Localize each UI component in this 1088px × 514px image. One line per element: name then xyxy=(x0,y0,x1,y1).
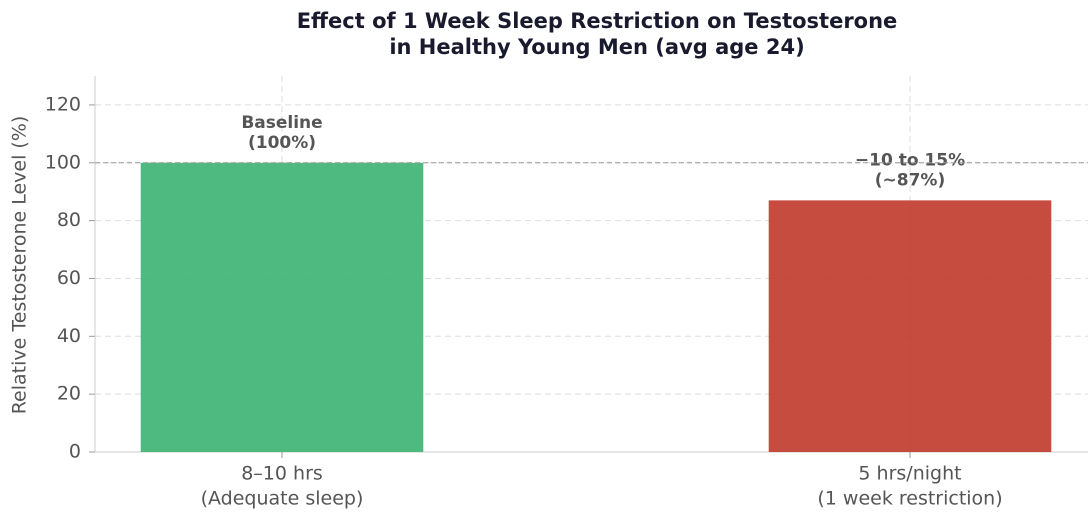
y-tick-label: 80 xyxy=(57,209,81,231)
x-tick-label: 5 hrs/night xyxy=(858,463,961,485)
y-tick-label: 0 xyxy=(69,441,81,463)
value-label: (~87%) xyxy=(875,170,945,190)
chart-title: Effect of 1 Week Sleep Restriction on Te… xyxy=(297,9,898,33)
x-tick-label: (1 week restriction) xyxy=(817,488,1002,510)
bar xyxy=(768,200,1052,452)
y-tick-label: 120 xyxy=(45,93,81,115)
y-axis-label: Relative Testosterone Level (%) xyxy=(9,116,31,415)
y-tick-label: 20 xyxy=(57,383,81,405)
bar xyxy=(140,162,424,452)
y-tick-label: 40 xyxy=(57,325,81,347)
y-tick-label: 60 xyxy=(57,267,81,289)
x-tick-label: (Adequate sleep) xyxy=(201,488,364,510)
x-tick-label: 8–10 hrs xyxy=(241,463,323,485)
chart-title: in Healthy Young Men (avg age 24) xyxy=(389,35,804,59)
value-label: (100%) xyxy=(248,133,316,153)
value-label: −10 to 15% xyxy=(855,150,965,170)
value-label: Baseline xyxy=(241,113,322,133)
y-tick-label: 100 xyxy=(45,151,81,173)
